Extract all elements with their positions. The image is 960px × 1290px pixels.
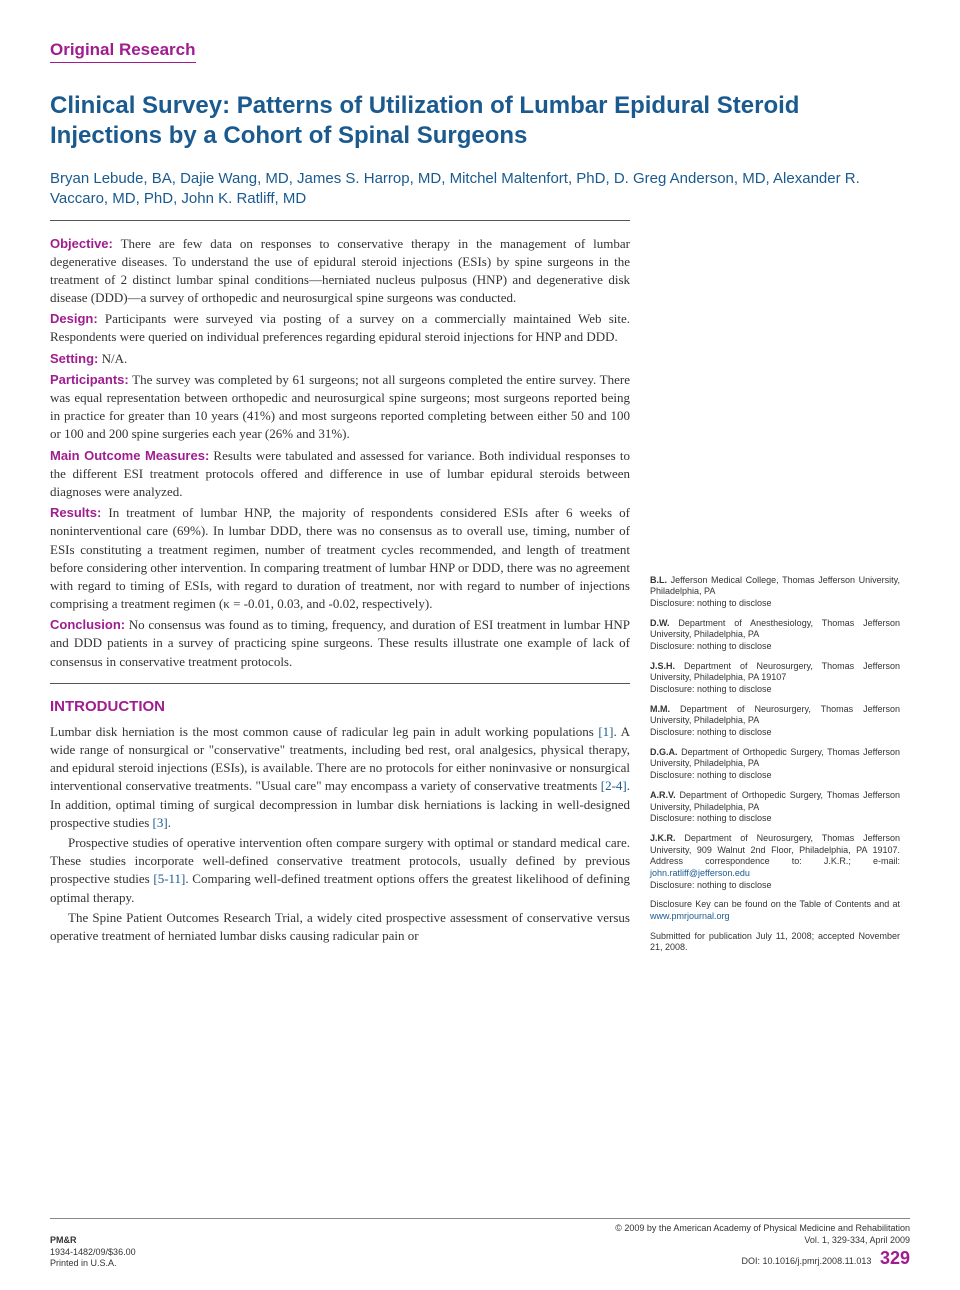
affil-initials: D.G.A. (650, 747, 678, 757)
setting-label: Setting: (50, 351, 98, 366)
journal-abbrev: PM&R (50, 1235, 77, 1245)
results-text: In treatment of lumbar HNP, the majority… (50, 505, 630, 611)
results-label: Results: (50, 505, 101, 520)
intro-p1-text: . (168, 815, 171, 830)
design-text: Participants were surveyed via posting o… (50, 311, 630, 344)
affil-initials: J.S.H. (650, 661, 675, 671)
divider (50, 683, 630, 684)
email-link[interactable]: john.ratliff@jefferson.edu (650, 868, 750, 878)
affil-text: Department of Orthopedic Surgery, Thomas… (650, 790, 900, 812)
affil-disclosure: Disclosure: nothing to disclose (650, 813, 772, 823)
affil-disclosure: Disclosure: nothing to disclose (650, 880, 772, 890)
abstract-results: Results: In treatment of lumbar HNP, the… (50, 504, 630, 613)
article-category: Original Research (50, 40, 196, 63)
affiliation-sidebar: B.L. Jefferson Medical College, Thomas J… (650, 235, 900, 963)
journal-url-link[interactable]: www.pmrjournal.org (650, 911, 730, 921)
reference-link[interactable]: [2-4] (601, 778, 627, 793)
affil-initials: B.L. (650, 575, 667, 585)
affiliation-block: A.R.V. Department of Orthopedic Surgery,… (650, 790, 900, 825)
affil-disclosure: Disclosure: nothing to disclose (650, 684, 772, 694)
reference-link[interactable]: [5-11] (153, 871, 185, 886)
article-title: Clinical Survey: Patterns of Utilization… (50, 91, 910, 151)
divider (50, 220, 630, 221)
affil-text: Department of Neurosurgery, Thomas Jeffe… (650, 661, 900, 683)
affil-text: Department of Anesthesiology, Thomas Jef… (650, 618, 900, 640)
affil-disclosure: Disclosure: nothing to disclose (650, 727, 772, 737)
page-number: 329 (880, 1248, 910, 1268)
page-footer: PM&R 1934-1482/09/$36.00 Printed in U.S.… (50, 1218, 910, 1270)
affil-text: Department of Neurosurgery, Thomas Jeffe… (650, 704, 900, 726)
affil-initials: M.M. (650, 704, 670, 714)
reference-link[interactable]: [3] (153, 815, 168, 830)
intro-paragraph-2: Prospective studies of operative interve… (50, 834, 630, 907)
abstract-participants: Participants: The survey was completed b… (50, 371, 630, 444)
participants-text: The survey was completed by 61 surgeons;… (50, 372, 630, 442)
abstract-objective: Objective: There are few data on respons… (50, 235, 630, 308)
setting-text: N/A. (98, 351, 127, 366)
objective-label: Objective: (50, 236, 113, 251)
affil-disclosure: Disclosure: nothing to disclose (650, 770, 772, 780)
affil-text: Department of Neurosurgery, Thomas Jeffe… (650, 833, 900, 866)
affil-text: Jefferson Medical College, Thomas Jeffer… (650, 575, 900, 597)
abstract-conclusion: Conclusion: No consensus was found as to… (50, 616, 630, 671)
affiliation-block: D.W. Department of Anesthesiology, Thoma… (650, 618, 900, 653)
affil-disclosure: Disclosure: nothing to disclose (650, 641, 772, 651)
submission-dates: Submitted for publication July 11, 2008;… (650, 931, 900, 954)
affiliation-block: B.L. Jefferson Medical College, Thomas J… (650, 575, 900, 610)
author-list: Bryan Lebude, BA, Dajie Wang, MD, James … (50, 169, 910, 210)
introduction-heading: INTRODUCTION (50, 698, 630, 715)
affiliation-block: J.K.R. Department of Neurosurgery, Thoma… (650, 833, 900, 891)
outcome-label: Main Outcome Measures: (50, 448, 209, 463)
abstract-outcome: Main Outcome Measures: Results were tabu… (50, 447, 630, 502)
affil-initials: A.R.V. (650, 790, 676, 800)
intro-paragraph-1: Lumbar disk herniation is the most commo… (50, 723, 630, 832)
footer-doi: DOI: 10.1016/j.pmrj.2008.11.013 (742, 1256, 872, 1266)
disclosure-key: Disclosure Key can be found on the Table… (650, 899, 900, 922)
affil-initials: J.K.R. (650, 833, 676, 843)
footer-right: © 2009 by the American Academy of Physic… (615, 1223, 910, 1270)
abstract-design: Design: Participants were surveyed via p… (50, 310, 630, 346)
affiliation-block: J.S.H. Department of Neurosurgery, Thoma… (650, 661, 900, 696)
conclusion-label: Conclusion: (50, 617, 125, 632)
affiliation-block: M.M. Department of Neurosurgery, Thomas … (650, 704, 900, 739)
affil-initials: D.W. (650, 618, 670, 628)
affil-disclosure: Disclosure: nothing to disclose (650, 598, 772, 608)
intro-p1-text: Lumbar disk herniation is the most commo… (50, 724, 598, 739)
participants-label: Participants: (50, 372, 129, 387)
footer-printed: Printed in U.S.A. (50, 1258, 117, 1268)
conclusion-text: No consensus was found as to timing, fre… (50, 617, 630, 668)
design-label: Design: (50, 311, 98, 326)
footer-left: PM&R 1934-1482/09/$36.00 Printed in U.S.… (50, 1235, 136, 1270)
intro-paragraph-3: The Spine Patient Outcomes Research Tria… (50, 909, 630, 945)
affiliation-block: D.G.A. Department of Orthopedic Surgery,… (650, 747, 900, 782)
main-content-area: Objective: There are few data on respons… (50, 235, 910, 963)
objective-text: There are few data on responses to conse… (50, 236, 630, 306)
disclosure-key-text: Disclosure Key can be found on the Table… (650, 899, 900, 909)
footer-copyright: © 2009 by the American Academy of Physic… (615, 1223, 910, 1233)
left-column: Objective: There are few data on respons… (50, 235, 630, 963)
abstract-setting: Setting: N/A. (50, 350, 630, 368)
reference-link[interactable]: [1] (598, 724, 613, 739)
affil-text: Department of Orthopedic Surgery, Thomas… (650, 747, 900, 769)
footer-vol: Vol. 1, 329-334, April 2009 (804, 1235, 910, 1245)
footer-issn: 1934-1482/09/$36.00 (50, 1247, 136, 1257)
